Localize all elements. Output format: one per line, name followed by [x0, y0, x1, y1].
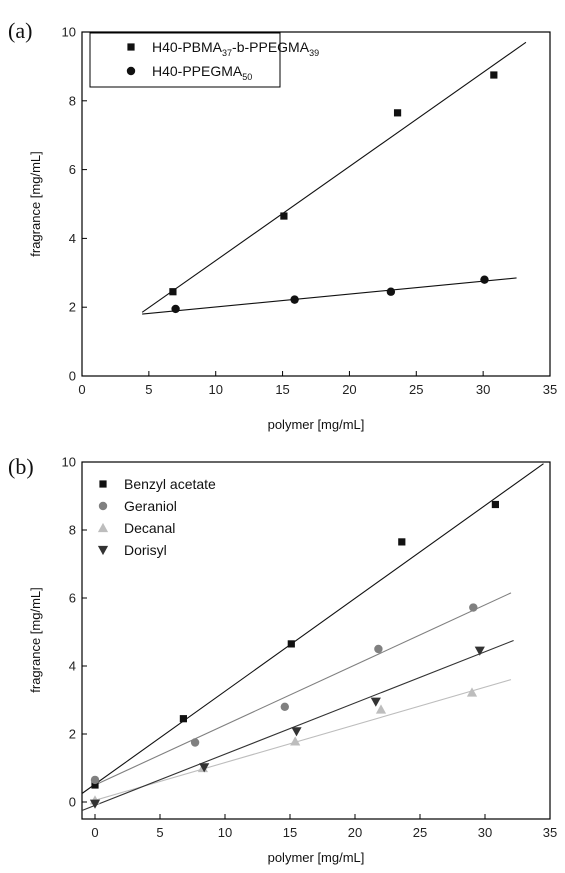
y-tick-label: 10	[62, 455, 76, 470]
data-point	[280, 212, 288, 220]
data-point	[370, 697, 381, 707]
x-tick-label: 15	[283, 825, 297, 840]
data-points	[169, 71, 498, 314]
data-point	[199, 763, 210, 773]
legend-marker	[126, 66, 136, 76]
x-tick-label: 25	[413, 825, 427, 840]
data-point	[491, 500, 499, 509]
x-tick-label: 35	[543, 382, 557, 397]
x-tick-label: 5	[145, 382, 152, 397]
x-tick-label: 5	[156, 825, 163, 840]
legend-marker	[98, 501, 108, 511]
x-tick-label: 30	[476, 382, 490, 397]
y-tick-label: 8	[69, 523, 76, 538]
y-tick-label: 6	[69, 591, 76, 606]
data-point	[287, 640, 295, 648]
fit-line	[94, 592, 512, 786]
fit-line	[141, 41, 527, 313]
legend-label: Benzyl acetate	[124, 476, 216, 492]
data-point	[90, 775, 100, 785]
y-tick-label: 0	[69, 795, 76, 810]
axis-ticks: 0 5 10 15 20 25 30 35 0 2 4 6 8 10	[62, 455, 558, 841]
x-tick-label: 20	[348, 825, 362, 840]
data-point	[91, 781, 99, 789]
axis-ticks: 0 5 10 15 20 25 30 35 0 2 4 6 8 10	[62, 25, 558, 398]
x-tick-label: 0	[91, 825, 98, 840]
data-point	[375, 704, 387, 714]
legend-marker	[99, 480, 107, 488]
x-axis-title: polymer [mg/mL]	[268, 850, 365, 865]
data-point	[398, 538, 406, 546]
plot-area	[81, 461, 551, 820]
y-tick-label: 6	[69, 162, 76, 177]
fit-lines	[141, 41, 527, 315]
data-point	[374, 644, 383, 654]
data-point	[171, 304, 180, 314]
fit-lines	[81, 463, 544, 812]
y-tick-label: 8	[69, 93, 76, 108]
x-tick-label: 15	[275, 382, 289, 397]
data-point	[290, 295, 299, 304]
y-tick-label: 2	[69, 727, 76, 742]
data-point	[480, 275, 489, 284]
fit-line	[142, 277, 517, 315]
x-tick-label: 25	[409, 382, 423, 397]
data-points	[89, 500, 499, 809]
legend-marker	[97, 522, 109, 533]
data-point	[179, 715, 187, 723]
data-point	[290, 736, 301, 746]
legend-label: H40-PPEGMA50	[152, 63, 252, 82]
y-axis-title: fragrance [mg/mL]	[28, 587, 43, 693]
y-tick-label: 4	[69, 659, 76, 674]
data-point	[89, 799, 101, 809]
legend-label: H40-PBMA37-b-PPEGMA39	[152, 39, 319, 58]
data-point	[474, 646, 485, 656]
y-tick-label: 2	[69, 300, 76, 315]
x-tick-label: 10	[208, 382, 222, 397]
x-tick-label: 0	[78, 382, 85, 397]
y-tick-label: 0	[69, 369, 76, 384]
y-axis-title: fragrance [mg/mL]	[28, 151, 43, 257]
y-tick-label: 4	[69, 231, 76, 246]
fit-line	[94, 679, 512, 801]
x-tick-label: 20	[342, 382, 356, 397]
data-point	[280, 702, 289, 711]
legend-marker	[97, 545, 109, 556]
fit-line	[81, 463, 544, 794]
legend-marker	[127, 43, 135, 51]
legend-box	[89, 32, 281, 88]
x-tick-label: 35	[543, 825, 557, 840]
plot-area	[81, 31, 551, 377]
legend-label: Decanal	[124, 520, 175, 536]
data-point	[393, 109, 402, 117]
chart-panel-b: (b) 0 5 10 15 20 25 30 35 0 2 4 6 8 10 polymer [mg/mL…	[8, 454, 557, 865]
panel-a-label: (a)	[8, 18, 32, 43]
fit-line	[81, 639, 514, 812]
x-tick-label: 30	[478, 825, 492, 840]
data-point	[190, 738, 200, 747]
data-point	[386, 287, 396, 296]
data-point	[490, 71, 498, 79]
y-tick-label: 10	[62, 25, 76, 40]
legend: Benzyl acetate Geraniol Decanal Dorisyl	[97, 476, 216, 558]
data-point	[466, 687, 478, 697]
legend: H40-PBMA37-b-PPEGMA39 H40-PPEGMA50	[89, 32, 319, 88]
x-tick-label: 10	[218, 825, 232, 840]
panel-b-label: (b)	[8, 454, 34, 479]
legend-label: Geraniol	[124, 498, 177, 514]
x-axis-title: polymer [mg/mL]	[268, 417, 365, 432]
data-point	[169, 288, 177, 296]
chart-panel-a: (a) 0 5 10 15 20 25 30 35 0 2 4 6 8 10 polymer [mg/mL…	[8, 18, 557, 432]
data-point	[291, 727, 302, 737]
data-point	[469, 603, 478, 612]
legend-label: Dorisyl	[124, 542, 167, 558]
